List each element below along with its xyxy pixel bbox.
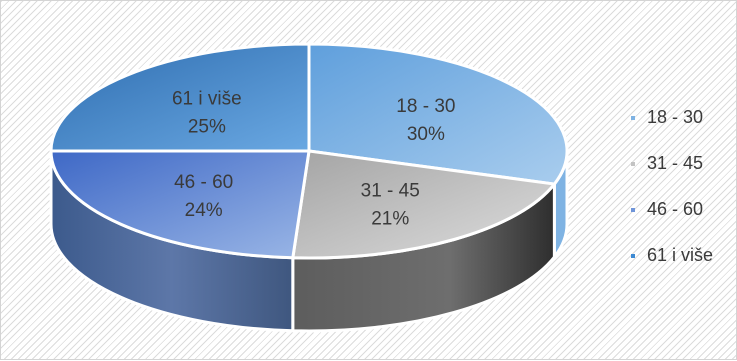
- legend-entry-31-45[interactable]: 31 - 45: [647, 153, 703, 173]
- pie-top-layer: [49, 42, 569, 260]
- slice-31-45[interactable]: [291, 149, 556, 260]
- legend-marker-18-30: [631, 116, 635, 120]
- legend-entry-61-i-vi-e[interactable]: 61 i više: [647, 245, 713, 265]
- legend-entry-18-30[interactable]: 18 - 30: [647, 107, 703, 127]
- data-labels: 18 - 30 30% 31 - 45 21% 46 - 60 24% 61 i više 2…: [172, 89, 455, 230]
- legend-entry-46-60[interactable]: 46 - 60: [647, 199, 703, 219]
- data-label-value-31-45: 21%: [371, 209, 409, 230]
- data-label-value-46-60: 24%: [185, 200, 223, 221]
- data-label-value-18-30: 30%: [407, 124, 445, 145]
- data-label-category-46-60: 46 - 60: [174, 172, 233, 193]
- slice-61-i-vi-e[interactable]: [49, 42, 311, 153]
- legend: 18 - 30 31 - 45 46 - 60 61 i više: [631, 107, 713, 265]
- data-label-category-61-i-vi-e: 61 i više: [172, 89, 242, 110]
- legend-marker-61-i-vi-e: [631, 254, 635, 258]
- data-label-category-31-45: 31 - 45: [361, 181, 420, 202]
- slice-46-60[interactable]: [49, 149, 311, 260]
- legend-marker-31-45: [631, 162, 635, 166]
- data-label-value-61-i-vi-e: 25%: [188, 117, 226, 138]
- legend-marker-46-60: [631, 208, 635, 212]
- data-label-category-18-30: 18 - 30: [396, 96, 455, 117]
- slice-18-30[interactable]: [307, 42, 569, 186]
